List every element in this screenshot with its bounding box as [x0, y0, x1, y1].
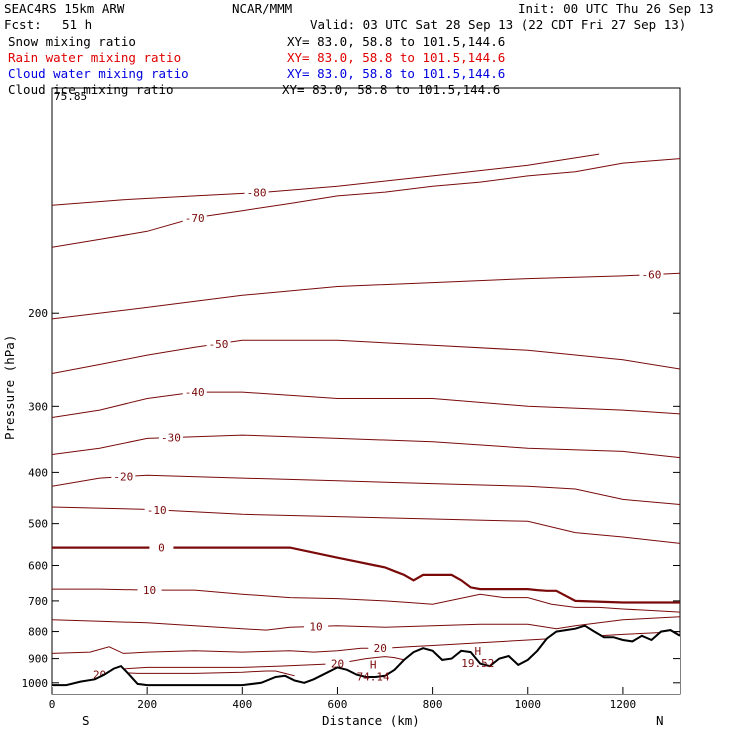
contour-line-6 — [52, 506, 680, 544]
high-marker-1: H — [474, 645, 481, 658]
contour-line-12 — [52, 158, 680, 248]
y-tick-label-5: 700 — [28, 595, 48, 608]
x-axis-label: Distance (km) — [322, 713, 420, 728]
contour-label-7: -20 — [113, 471, 133, 484]
x-tick-label-0: 0 — [49, 698, 56, 711]
legend-cloudice-label: Cloud ice mixing ratio — [8, 82, 174, 97]
high-value-0: 74.14 — [357, 671, 390, 684]
contour-label-6: -10 — [147, 504, 167, 517]
contour-label-bg-1 — [137, 584, 162, 596]
fcst-label: Fcst: — [4, 17, 42, 32]
contour-label-bg-9 — [182, 386, 207, 398]
contour-label-12: -70 — [185, 212, 205, 225]
y-tick-label-3: 500 — [28, 518, 48, 531]
init-time: Init: 00 UTC Thu 26 Sep 13 — [518, 1, 714, 16]
contour-label-bg-13 — [244, 186, 269, 198]
contour-label-10: -50 — [209, 338, 229, 351]
high-marker-0: H — [370, 659, 377, 672]
contour-label-bg-7 — [111, 470, 136, 482]
legend-snow-xy: XY= 83.0, 58.8 to 101.5,144.6 — [287, 34, 505, 49]
valid-time: Valid: 03 UTC Sat 28 Sep 13 (22 CDT Fri … — [310, 17, 686, 32]
x-tick-label-6: 1200 — [610, 698, 637, 711]
y-tick-label-2: 400 — [28, 466, 48, 479]
y-tick-label-7: 900 — [28, 653, 48, 666]
contour-line-0 — [52, 546, 680, 604]
y-tick-label-4: 600 — [28, 559, 48, 572]
contour-label-bg-12 — [182, 211, 207, 223]
x-tick-label-5: 1000 — [515, 698, 542, 711]
contour-label-3: 20 — [374, 642, 387, 655]
y-axis-label: Pressure (hPa) — [2, 335, 17, 440]
contour-line-2 — [52, 616, 680, 631]
contour-line-10 — [52, 339, 680, 374]
contour-label-bg-4 — [325, 657, 350, 669]
contour-label-bg-5 — [87, 668, 112, 680]
legend-rain-label: Rain water mixing ratio — [8, 50, 181, 65]
contour-line-1 — [52, 588, 680, 613]
contour-label-1: 10 — [143, 584, 156, 597]
contour-label-bg-3 — [368, 642, 393, 654]
x-tick-label-4: 800 — [423, 698, 443, 711]
contour-line-9 — [52, 391, 680, 418]
legend-cloudwater-label: Cloud water mixing ratio — [8, 66, 189, 81]
y-top-label: 75.85 — [54, 90, 87, 103]
left-end-label: S — [82, 713, 90, 728]
plot-frame — [51, 87, 681, 695]
terrain-fill — [52, 625, 680, 694]
contour-label-bg-2 — [304, 620, 329, 632]
contour-line-11 — [52, 272, 680, 320]
legend-cloudwater-xy: XY= 83.0, 58.8 to 101.5,144.6 — [287, 66, 505, 81]
legend-snow-label: Snow mixing ratio — [8, 34, 136, 49]
high-value-1: 19.52 — [461, 657, 494, 670]
contour-label-bg-6 — [144, 503, 169, 515]
terrain-line — [52, 624, 680, 687]
y-tick-label-8: 1000 — [22, 677, 49, 690]
contour-line-13 — [52, 153, 600, 206]
contour-label-bg-11 — [639, 268, 664, 280]
contour-label-bg-8 — [158, 431, 183, 443]
legend-rain-xy: XY= 83.0, 58.8 to 101.5,144.6 — [287, 50, 505, 65]
contour-line-3 — [52, 631, 680, 654]
x-tick-label-2: 400 — [232, 698, 252, 711]
contour-line-8 — [52, 434, 680, 459]
y-tick-label-6: 800 — [28, 626, 48, 639]
contour-label-2: 10 — [309, 620, 322, 633]
contour-label-0: 0 — [158, 542, 165, 555]
y-tick-label-1: 300 — [28, 400, 48, 413]
contour-label-8: -30 — [161, 432, 181, 445]
contour-label-11: -60 — [642, 269, 662, 282]
contour-label-9: -40 — [185, 386, 205, 399]
org-title: NCAR/MMM — [232, 1, 292, 16]
contour-line-4 — [90, 656, 405, 674]
y-tick-label-0: 200 — [28, 307, 48, 320]
contour-label-13: -80 — [247, 187, 267, 200]
contour-label-bg-0 — [149, 541, 174, 553]
legend-cloudice-xy: XY= 83.0, 58.8 to 101.5,144.6 — [282, 82, 500, 97]
model-title: SEAC4RS 15km ARW — [4, 1, 125, 16]
contour-line-7 — [52, 474, 680, 505]
right-end-label: N — [656, 713, 664, 728]
x-tick-label-3: 600 — [328, 698, 348, 711]
contour-label-bg-10 — [206, 337, 231, 349]
fcst-value: 51 h — [62, 17, 92, 32]
x-tick-label-1: 200 — [137, 698, 157, 711]
